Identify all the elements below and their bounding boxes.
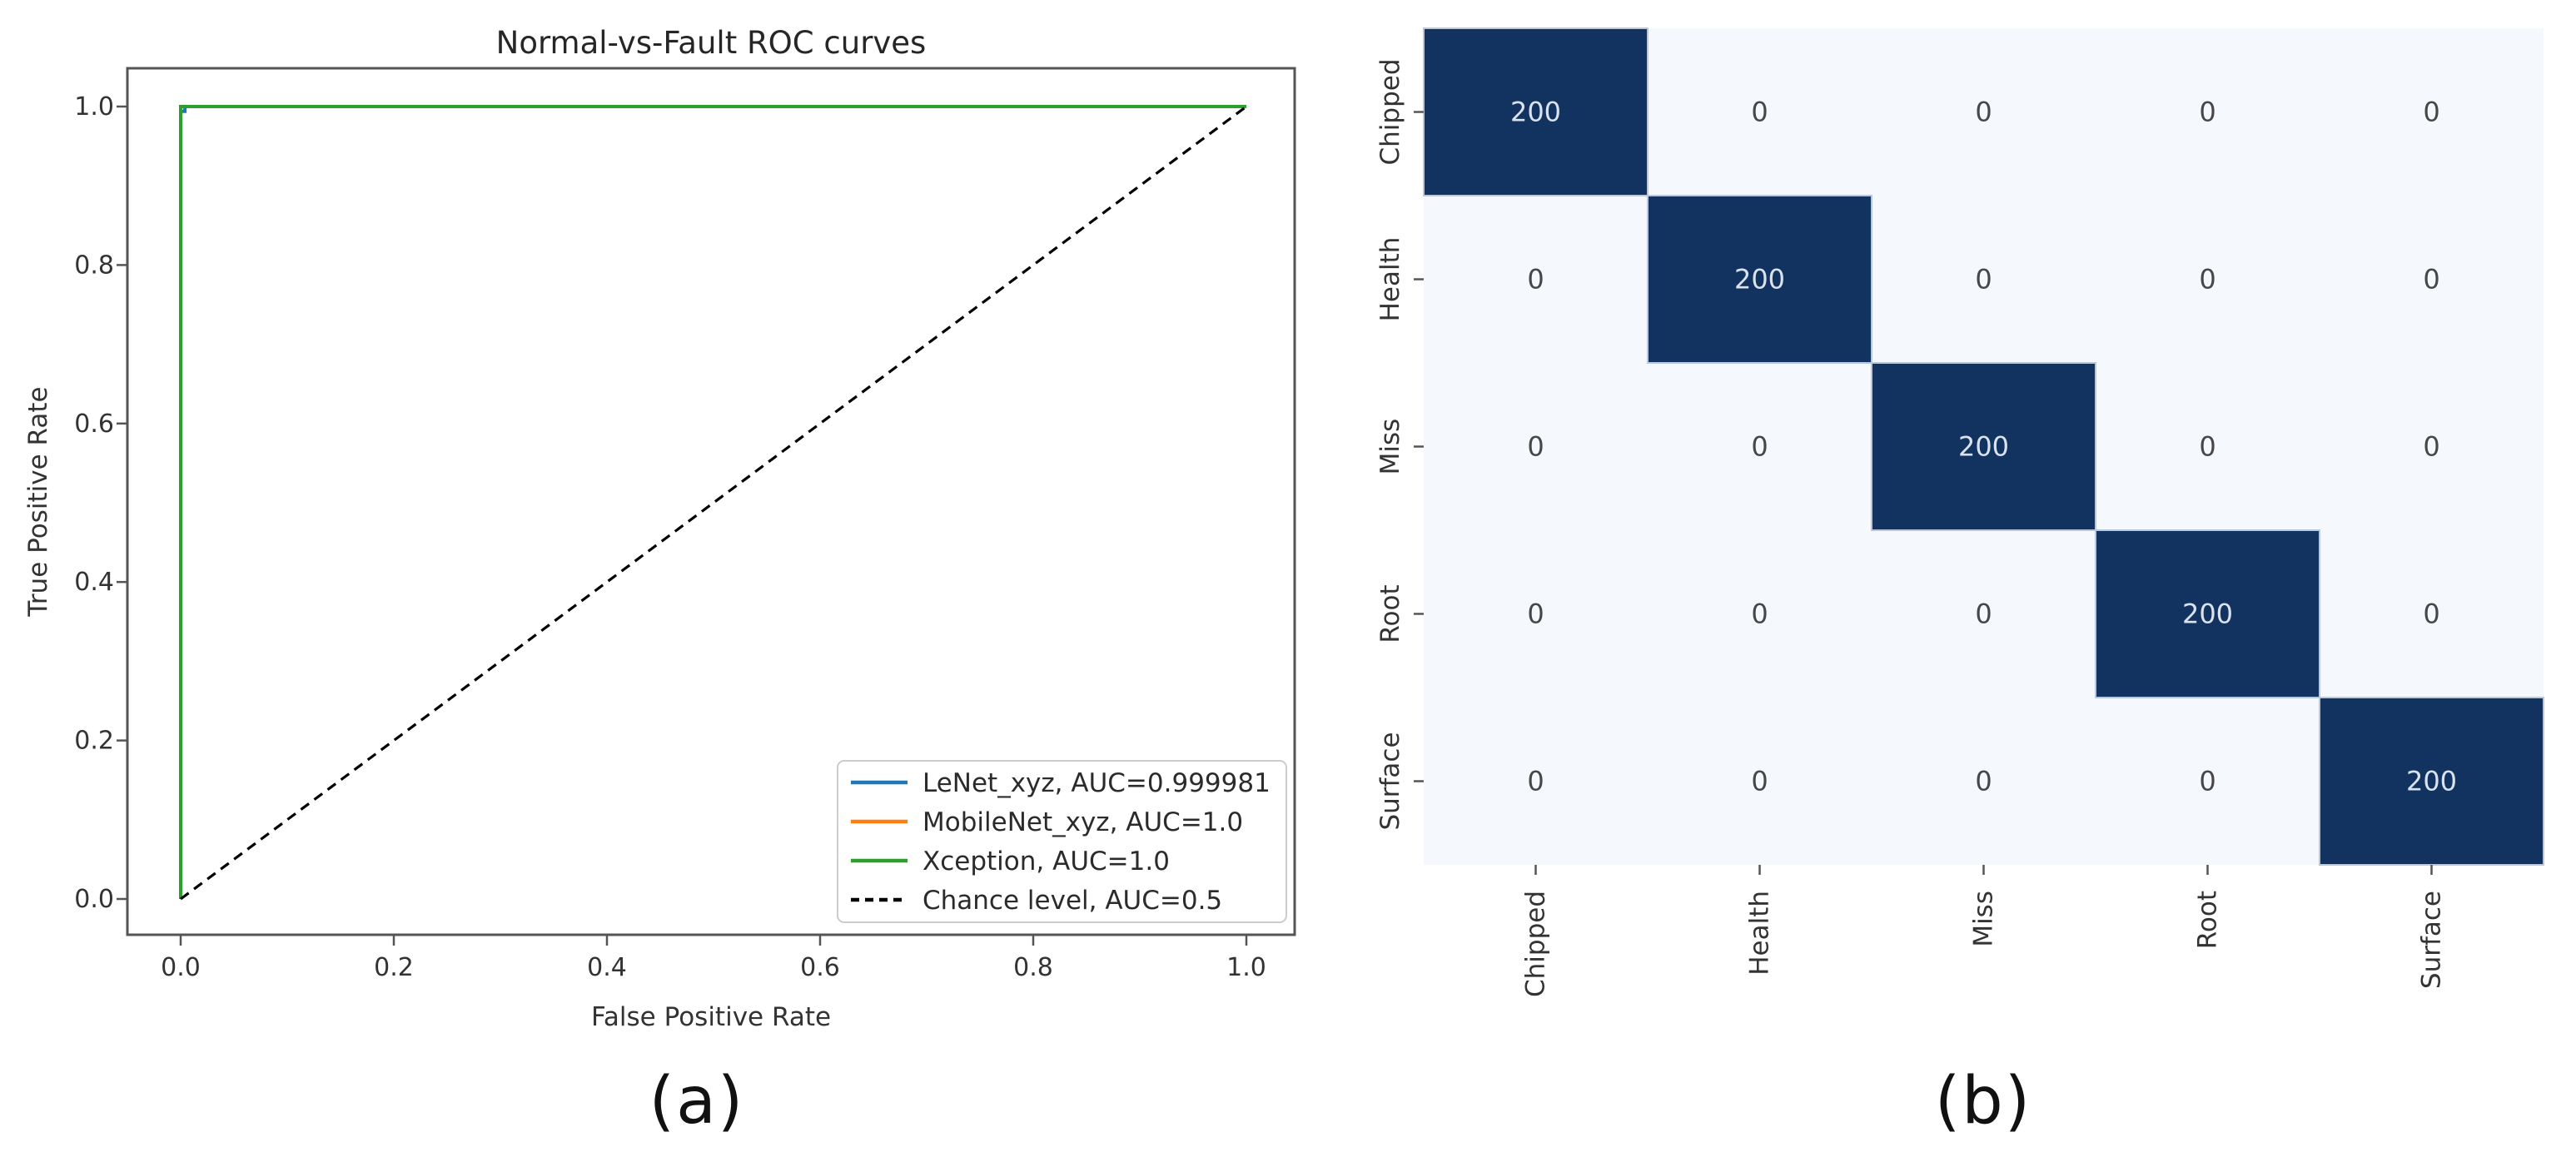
cm-cell-value: 0 <box>2199 431 2215 463</box>
roc-x-tick-label: 0.0 <box>161 953 201 982</box>
cm-cell-value: 0 <box>1527 598 1544 630</box>
cm-cell-value: 200 <box>1958 431 2009 463</box>
cm-cell-diagonal <box>2319 697 2544 866</box>
roc-axes-frame <box>126 67 1296 936</box>
cm-cell-diagonal <box>1423 27 1649 196</box>
cm-cell-value: 200 <box>2182 598 2233 630</box>
subfigure-label-a: (a) <box>649 1064 745 1139</box>
roc-y-tick-label: 0.8 <box>74 251 114 280</box>
cm-cell-diagonal <box>1647 195 1872 364</box>
roc-ylabel: True Positive Rate <box>23 386 53 617</box>
cm-row-label: Chipped <box>1375 58 1405 165</box>
cm-cell-value: 0 <box>1527 766 1544 797</box>
roc-series-xception <box>179 105 1246 899</box>
cm-col-label: Surface <box>2417 891 2447 989</box>
cm-cell-value: 0 <box>1975 766 1992 797</box>
confusion-matrix-chart: 200 0 0 0 0 0 200 0 0 0 0 0 200 0 0 0 0 0 200 0 0 0 0 0 200 Chipp… <box>1375 27 2544 997</box>
roc-title: Normal-vs-Fault ROC curves <box>496 25 927 61</box>
cm-row-label: Root <box>1375 584 1405 643</box>
cm-cell-value: 0 <box>2423 431 2439 463</box>
roc-y-tick-label: 1.0 <box>74 92 114 122</box>
cm-row-label: Miss <box>1375 419 1405 475</box>
cm-cell-value: 0 <box>1751 97 1768 128</box>
roc-x-tick-label: 1.0 <box>1226 953 1266 982</box>
roc-x-tick-label: 0.2 <box>374 953 414 982</box>
cm-col-label: Health <box>1745 891 1775 976</box>
cm-col-label: Miss <box>1969 891 1999 947</box>
roc-y-tick-label: 0.4 <box>74 568 114 597</box>
cm-cell-value: 200 <box>1734 264 1785 295</box>
cm-col-label: Root <box>2193 891 2223 949</box>
cm-cell-value: 0 <box>2199 97 2215 128</box>
subfigure-label-b: (b) <box>1934 1064 2032 1139</box>
cm-cell-value: 0 <box>1975 97 1992 128</box>
cm-cell-value: 0 <box>2199 766 2215 797</box>
roc-y-tick-label: 0.2 <box>74 727 114 756</box>
roc-legend-label: MobileNet_xyz, AUC=1.0 <box>922 807 1243 837</box>
roc-legend-label: Xception, AUC=1.0 <box>922 847 1170 876</box>
cm-cell-value: 0 <box>2423 598 2439 630</box>
roc-x-tick-label: 0.6 <box>800 953 840 982</box>
cm-cell-value: 0 <box>1527 431 1544 463</box>
roc-chart: Normal-vs-Fault ROC curves 0.0 0.2 0.4 0.6 0.… <box>23 25 1296 1032</box>
cm-cell-value: 200 <box>1510 97 1561 128</box>
cm-cell-value: 0 <box>1527 264 1544 295</box>
cm-col-label: Chipped <box>1521 891 1551 997</box>
cm-cell-value: 0 <box>2423 97 2439 128</box>
roc-y-tick-label: 0.0 <box>74 885 114 914</box>
cm-cell-diagonal <box>1871 362 2096 531</box>
cm-cell-value: 0 <box>1975 598 1992 630</box>
cm-row-label: Surface <box>1375 732 1405 830</box>
cm-cell-value: 0 <box>1751 431 1768 463</box>
roc-legend-label: Chance level, AUC=0.5 <box>922 886 1222 916</box>
cm-row-label: Health <box>1375 237 1405 322</box>
roc-xlabel: False Positive Rate <box>591 1002 831 1032</box>
cm-cell-value: 0 <box>1751 598 1768 630</box>
cm-cell-value: 0 <box>1975 264 1992 295</box>
roc-legend-box <box>837 760 1287 923</box>
cm-cell-value: 200 <box>2406 766 2457 797</box>
cm-cell-value: 0 <box>2423 264 2439 295</box>
roc-y-tick-label: 0.6 <box>74 410 114 439</box>
cm-cell-diagonal <box>2095 529 2320 698</box>
cm-cell-value: 0 <box>1751 766 1768 797</box>
roc-x-tick-label: 0.4 <box>587 953 627 982</box>
roc-x-tick-label: 0.8 <box>1013 953 1053 982</box>
roc-series-chance level <box>180 105 1247 901</box>
cm-cell-value: 0 <box>2199 264 2215 295</box>
roc-legend-label: LeNet_xyz, AUC=0.999981 <box>922 768 1271 798</box>
